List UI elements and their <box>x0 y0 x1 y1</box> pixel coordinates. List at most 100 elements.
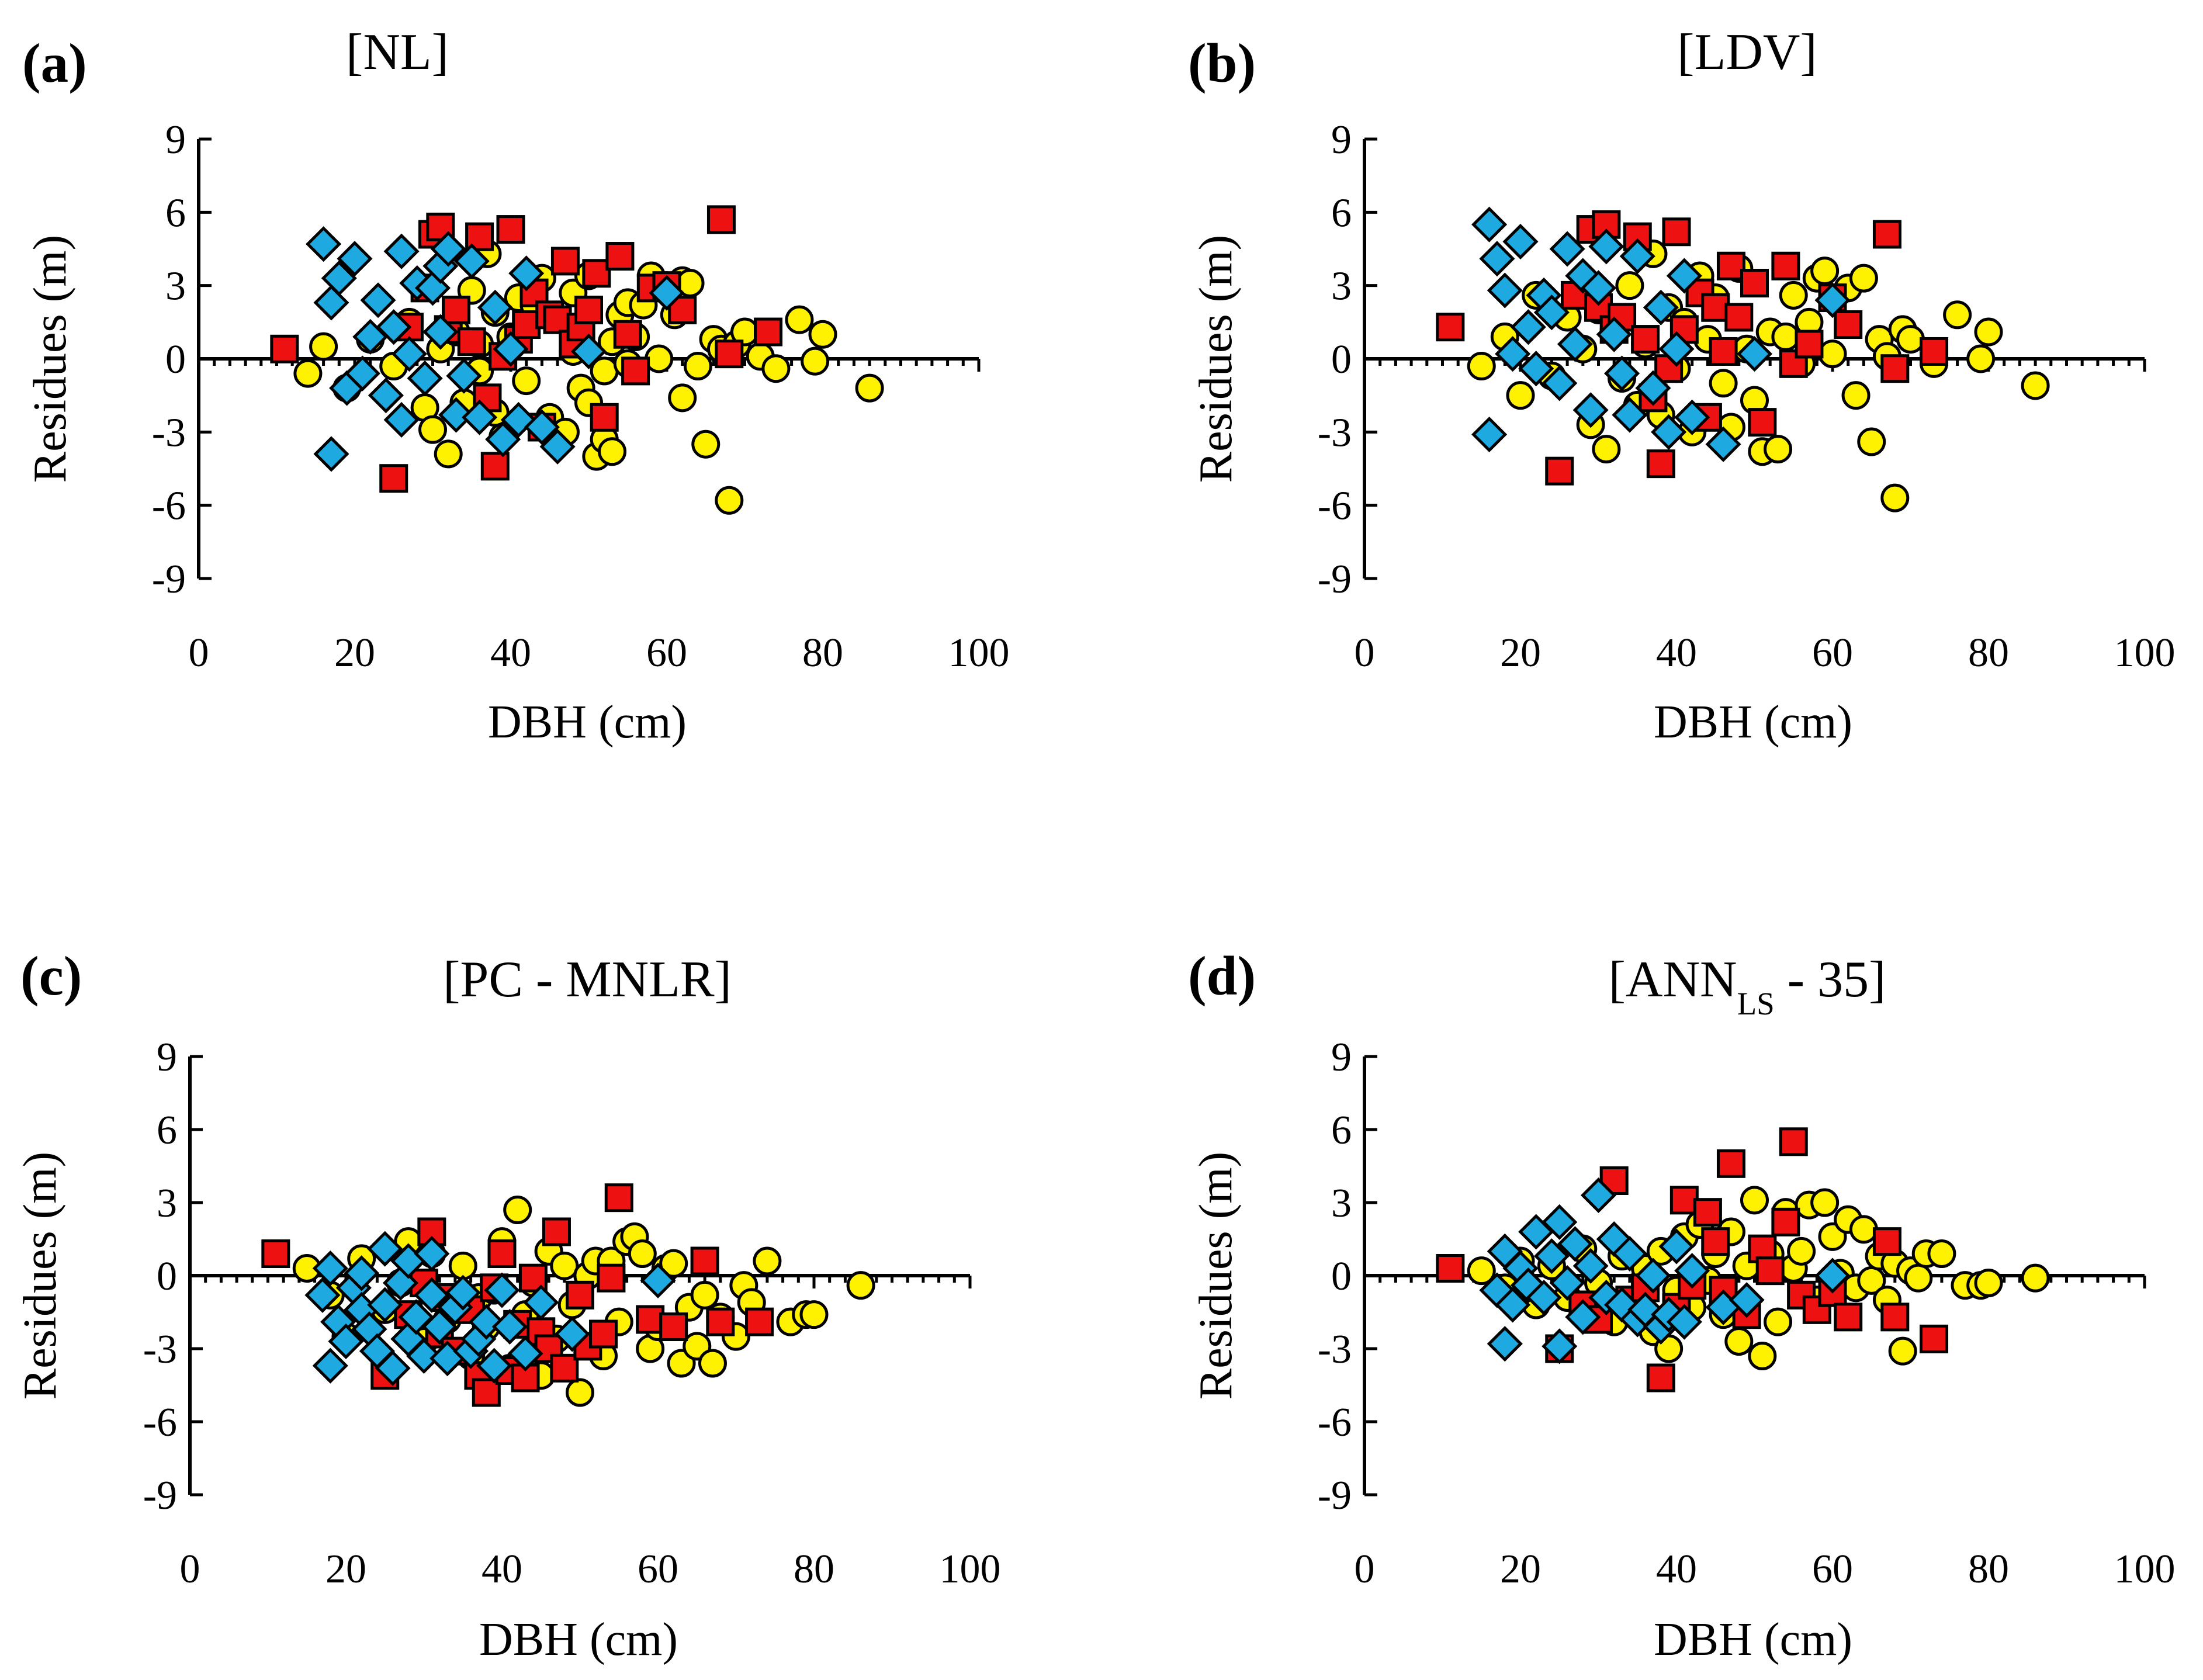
y-axis-title: Residues (m) <box>1190 235 1242 483</box>
data-point-diamond <box>1557 1226 1593 1262</box>
data-point-square <box>589 1319 618 1349</box>
data-point-diamond <box>1674 399 1710 435</box>
data-point-circle <box>598 437 627 466</box>
data-point-diamond <box>383 401 420 438</box>
data-point-diamond <box>1487 1326 1523 1362</box>
y-tick-label: -9 <box>1318 557 1352 602</box>
data-point-square <box>715 340 744 369</box>
data-point-diamond <box>554 1316 590 1352</box>
data-point-square <box>597 1263 626 1293</box>
y-tick-label: 9 <box>157 1035 177 1080</box>
data-point-diamond <box>1495 336 1531 372</box>
data-point-diamond <box>1651 414 1687 450</box>
data-point-diamond <box>539 428 576 465</box>
data-point-diamond <box>1666 258 1702 294</box>
data-point-square <box>1724 303 1754 332</box>
data-point-diamond <box>421 1308 458 1345</box>
data-point-diamond <box>1729 1282 1765 1318</box>
data-point-diamond <box>1557 326 1593 362</box>
data-point-square <box>1646 449 1675 479</box>
data-point-diamond <box>1549 1265 1585 1301</box>
y-tick-label: -6 <box>152 484 186 529</box>
y-tick-label: 3 <box>1331 264 1352 309</box>
data-point-square <box>1748 408 1777 437</box>
data-point-diamond <box>414 1277 450 1313</box>
data-point-circle <box>753 1246 782 1276</box>
data-point-square <box>1779 1127 1808 1156</box>
x-tick-label: 40 <box>1656 1547 1697 1592</box>
data-point-square <box>1662 217 1691 247</box>
y-tick-label: -3 <box>1318 410 1352 455</box>
data-point-square <box>1834 1303 1863 1332</box>
y-axis-title: Residues (m) <box>1190 1152 1242 1400</box>
data-point-circle <box>1974 1269 2003 1297</box>
panel-title: [ANNLS - 35] <box>1609 951 1886 1021</box>
y-tick-label: -6 <box>1318 1400 1352 1445</box>
panel-title-main: [LDV] <box>1677 24 1817 81</box>
data-point-circle <box>1467 1256 1496 1286</box>
data-point-circle <box>1764 435 1793 464</box>
data-point-square <box>1701 1227 1730 1256</box>
y-tick-label: 9 <box>1331 1035 1352 1080</box>
data-point-diamond <box>468 1304 504 1340</box>
y-tick-label: 9 <box>1331 117 1352 162</box>
x-tick-label: 100 <box>948 631 1010 676</box>
y-tick-label: 3 <box>1331 1181 1352 1226</box>
data-point-diamond <box>422 314 459 350</box>
data-point-diamond <box>367 1287 403 1323</box>
data-point-square <box>1693 1198 1722 1227</box>
data-point-diamond <box>337 241 373 277</box>
data-point-square <box>754 317 783 347</box>
x-tick-label: 80 <box>1968 1547 2009 1592</box>
data-point-diamond <box>375 1350 411 1386</box>
data-point-square <box>706 205 736 234</box>
data-point-circle <box>1506 381 1535 410</box>
y-tick-label: 6 <box>165 190 186 235</box>
data-point-square <box>636 1305 665 1334</box>
data-point-diamond <box>484 1272 520 1308</box>
data-point-diamond <box>407 360 443 396</box>
data-point-diamond <box>1518 351 1554 387</box>
data-point-circle <box>434 439 463 469</box>
data-point-diamond <box>445 1274 481 1311</box>
data-point-square <box>472 1378 501 1407</box>
y-tick-label: 3 <box>157 1181 177 1226</box>
data-point-diamond <box>446 358 482 394</box>
data-point-diamond <box>1471 416 1508 453</box>
data-point-circle <box>801 347 830 376</box>
data-point-diamond <box>321 260 357 296</box>
data-point-square <box>480 452 510 481</box>
x-tick-label: 20 <box>1500 1547 1541 1592</box>
data-point-diamond <box>1814 1258 1851 1294</box>
x-tick-label: 60 <box>1812 1547 1853 1592</box>
data-point-square <box>1436 1254 1465 1283</box>
data-point-square <box>605 242 635 271</box>
data-point-square <box>270 334 299 363</box>
data-point-circle <box>1592 435 1621 464</box>
data-point-square <box>457 327 486 356</box>
x-tick-label: 100 <box>2114 631 2176 676</box>
x-tick-label: 100 <box>940 1547 1001 1592</box>
data-point-diamond <box>1471 206 1508 243</box>
data-point-diamond <box>1580 270 1617 306</box>
data-point-diamond <box>462 399 498 435</box>
data-point-square <box>442 295 471 324</box>
data-point-square <box>613 320 642 349</box>
data-point-diamond <box>1495 1287 1531 1323</box>
x-tick-label: 60 <box>638 1547 678 1592</box>
data-point-diamond <box>430 231 466 267</box>
data-point-diamond <box>485 421 521 458</box>
data-point-square <box>745 1307 774 1336</box>
data-point-diamond <box>477 289 513 325</box>
panel-title-main: [PC - MNLR] <box>443 951 732 1008</box>
data-point-square <box>1646 1363 1675 1393</box>
data-point-square <box>1771 1207 1800 1236</box>
data-point-circle <box>691 429 721 459</box>
data-point-square <box>542 1217 571 1246</box>
data-point-square <box>1872 1227 1901 1256</box>
data-point-diamond <box>406 1338 442 1374</box>
y-tick-label: 6 <box>157 1108 177 1153</box>
data-point-square <box>1755 1256 1785 1286</box>
data-point-circle <box>808 320 837 349</box>
data-point-circle <box>668 383 697 413</box>
